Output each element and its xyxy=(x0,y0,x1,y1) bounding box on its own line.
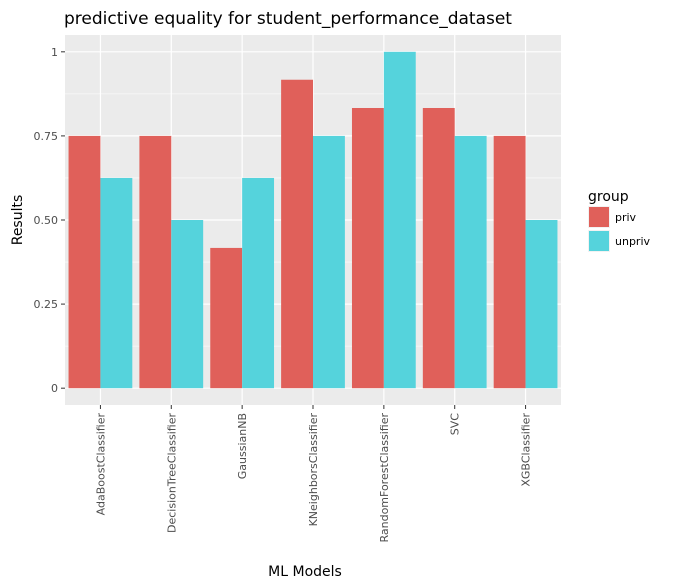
chart-title: predictive equality for student_performa… xyxy=(64,9,512,29)
x-axis-title: ML Models xyxy=(268,564,342,580)
legend-label-unpriv: unpriv xyxy=(615,235,651,248)
y-tick-label: 0.50 xyxy=(34,214,59,227)
bar-priv-RandomForestClassifier xyxy=(351,107,384,389)
bar-priv-KNeighborsClassifier xyxy=(281,79,313,389)
legend-key-priv xyxy=(589,207,609,227)
bar-unpriv-AdaBoostClassifier xyxy=(100,177,133,389)
bar-priv-AdaBoostClassifier xyxy=(68,135,101,389)
bar-unpriv-DecisionTreeClassifier xyxy=(171,220,204,389)
x-tick-label: SVC xyxy=(449,413,462,436)
x-tick-label: DecisionTreeClassifier xyxy=(165,413,178,533)
legend-label-priv: priv xyxy=(615,211,637,224)
bars xyxy=(68,51,558,389)
y-tick-label: 0 xyxy=(51,382,58,395)
bar-priv-XGBClassifier xyxy=(493,135,526,389)
y-axis-title: Results xyxy=(10,195,26,246)
legend-key-unpriv xyxy=(589,231,609,251)
bar-unpriv-XGBClassifier xyxy=(525,220,558,389)
legend-title: group xyxy=(588,189,629,205)
bar-priv-GaussianNB xyxy=(210,247,243,389)
bar-unpriv-KNeighborsClassifier xyxy=(313,135,345,389)
y-tick-label: 1 xyxy=(51,46,58,59)
x-tick-label: AdaBoostClassifier xyxy=(94,413,107,516)
y-axis: 0 0.25 0.50 0.75 1 xyxy=(34,46,65,395)
legend: group priv unpriv xyxy=(588,189,651,252)
x-tick-label: RandomForestClassifier xyxy=(378,413,391,543)
y-tick-label: 0.25 xyxy=(34,298,59,311)
bar-unpriv-RandomForestClassifier xyxy=(383,51,416,389)
bar-unpriv-SVC xyxy=(454,135,487,389)
x-tick-label: XGBClassifier xyxy=(520,413,533,487)
x-tick-label: KNeighborsClassifier xyxy=(307,413,320,527)
y-tick-label: 0.75 xyxy=(34,130,59,143)
x-axis: AdaBoostClassifier DecisionTreeClassifier… xyxy=(94,405,533,543)
bar-priv-SVC xyxy=(422,107,455,389)
x-tick-label: GaussianNB xyxy=(236,413,249,479)
bar-unpriv-GaussianNB xyxy=(242,177,275,389)
bar-priv-DecisionTreeClassifier xyxy=(139,135,172,389)
